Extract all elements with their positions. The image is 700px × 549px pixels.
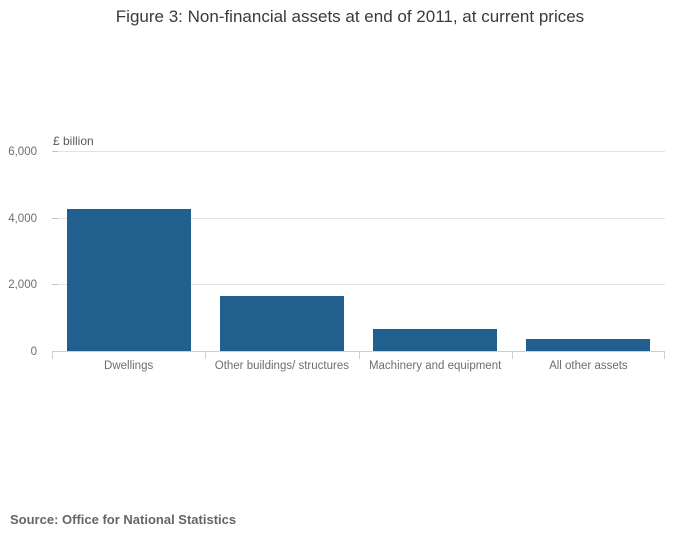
bar-slot-all-other-assets bbox=[512, 151, 665, 351]
plot-area bbox=[52, 151, 665, 359]
x-axis-tick bbox=[358, 351, 360, 359]
bar-slot-machinery-and-equipment bbox=[359, 151, 512, 351]
y-axis-tick bbox=[52, 217, 58, 219]
chart-title: Figure 3: Non-financial assets at end of… bbox=[115, 7, 585, 26]
gridline bbox=[52, 284, 665, 286]
source-note: Source: Office for National Statistics bbox=[10, 512, 237, 527]
x-axis-category-label: Dwellings bbox=[104, 360, 154, 372]
gridline bbox=[52, 217, 665, 219]
y-axis-tick-label: 2,000 bbox=[8, 279, 37, 292]
y-axis-tick-label: 0 bbox=[30, 346, 37, 358]
bar-dwellings[interactable] bbox=[66, 208, 191, 351]
y-axis-tick-label: 4,000 bbox=[8, 212, 37, 225]
x-axis-tick bbox=[52, 351, 53, 359]
bar-slot-dwellings bbox=[52, 151, 205, 351]
bar-group bbox=[52, 151, 665, 351]
x-axis-category-label: Other buildings/ structures bbox=[214, 360, 349, 372]
x-axis-tick bbox=[664, 351, 665, 359]
y-axis-tick bbox=[52, 284, 58, 286]
bar-other-buildings-structures[interactable] bbox=[219, 296, 344, 351]
gridline bbox=[52, 151, 665, 152]
x-axis-tick bbox=[205, 351, 207, 359]
x-axis-category-label: Machinery and equipment bbox=[368, 360, 502, 372]
bar-machinery-and-equipment[interactable] bbox=[373, 329, 498, 351]
y-axis-labels: 0 2,000 4,000 6,000 bbox=[0, 146, 37, 358]
x-axis-tick bbox=[511, 351, 513, 359]
y-axis-tick bbox=[52, 151, 58, 152]
y-axis-unit-label: £ billion bbox=[53, 134, 94, 148]
y-axis-tick-label: 6,000 bbox=[8, 146, 37, 158]
bar-slot-other-buildings-structures bbox=[205, 151, 358, 351]
x-axis-category-label: All other assets bbox=[549, 360, 628, 372]
bar-all-other-assets[interactable] bbox=[526, 339, 651, 351]
x-axis-labels: Dwellings Other buildings/ structures Mach… bbox=[52, 360, 665, 372]
